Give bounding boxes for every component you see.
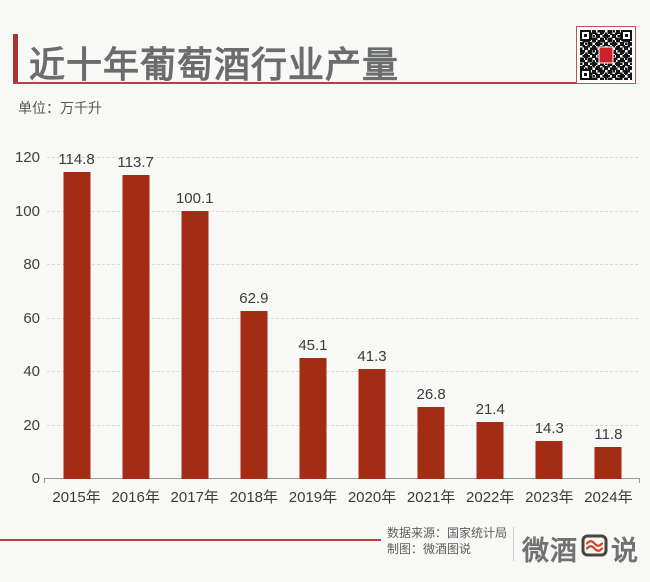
bar-value-label: 26.8 xyxy=(416,386,446,404)
bar-value-label: 14.3 xyxy=(534,419,564,437)
qr-finder-icon xyxy=(580,30,591,41)
qr-code xyxy=(576,26,636,84)
bar-value-label: 11.8 xyxy=(594,426,623,444)
source-credits: 数据来源：国家统计局 制图：微酒图说 xyxy=(387,525,507,557)
bar-column: 11.8 xyxy=(579,158,638,479)
x-axis-tick-label: 2024年 xyxy=(584,489,633,506)
gridline xyxy=(47,317,638,319)
x-axis-tick-label: 2022年 xyxy=(466,489,515,506)
title-underline xyxy=(13,82,636,84)
x-axis-tick-label: 2019年 xyxy=(288,489,338,506)
y-axis-tick-label: 60 xyxy=(23,309,40,327)
gridline xyxy=(47,371,638,372)
bar-value-label: 21.4 xyxy=(475,400,505,418)
x-axis-tick-label: 2016年 xyxy=(111,489,160,506)
y-axis-tick-label: 0 xyxy=(31,470,40,487)
y-axis-tick-label: 80 xyxy=(23,256,40,274)
logo-chart-icon xyxy=(581,533,608,565)
bar-value-label: 114.8 xyxy=(58,150,95,168)
plot-area: 114.8 113.7 100.1 62.9 45.1 41.3 26.8 21.4 14.3 1… xyxy=(44,151,640,483)
y-axis-tick-label: 20 xyxy=(23,416,40,434)
x-axis-line xyxy=(44,478,640,479)
bar xyxy=(122,174,150,479)
axis-tick xyxy=(639,479,640,483)
bar-value-label: 62.9 xyxy=(239,289,269,307)
bar-value-label: 41.3 xyxy=(357,347,387,365)
page-title: 近十年葡萄酒行业产量 xyxy=(29,44,400,85)
logo-text-right: 说 xyxy=(611,536,639,566)
bar xyxy=(417,407,445,479)
bar-column: 14.3 xyxy=(520,158,579,479)
x-axis-tick-label: 2017年 xyxy=(170,489,219,506)
y-axis-tick-label: 40 xyxy=(23,363,40,381)
qr-finder-icon xyxy=(621,30,632,41)
bar-value-label: 113.7 xyxy=(117,153,154,171)
bar xyxy=(476,421,504,479)
x-axis-tick-label: 2015年 xyxy=(52,489,101,506)
gridline xyxy=(47,210,638,212)
bar-column: 113.7 xyxy=(106,154,165,479)
x-axis-labels: 2015年 2016年 2017年 2018年 2019年 2020年 2021年 2022年… xyxy=(47,486,638,507)
bar xyxy=(240,310,268,479)
qr-finder-icon xyxy=(580,69,591,80)
chart-credit-text: 制图：微酒图说 xyxy=(387,542,472,556)
x-axis-tick-label: 2018年 xyxy=(229,489,279,506)
bar-column: 100.1 xyxy=(165,158,224,479)
bar xyxy=(299,358,327,479)
bar-column: 114.8 xyxy=(47,151,106,479)
bar-column: 45.1 xyxy=(283,158,342,479)
bar-column: 21.4 xyxy=(461,158,520,479)
axis-tick xyxy=(44,479,45,483)
y-axis-tick-label: 120 xyxy=(14,149,40,166)
bar-column: 41.3 xyxy=(342,158,401,479)
qr-pattern xyxy=(580,30,632,80)
gridline xyxy=(47,424,638,426)
data-source-text: 数据来源：国家统计局 xyxy=(387,526,508,540)
gridline xyxy=(47,157,638,158)
footer-accent-line xyxy=(0,539,381,541)
bar xyxy=(358,368,386,479)
bar-series: 114.8 113.7 100.1 62.9 45.1 41.3 26.8 21.4 14.3 1… xyxy=(47,151,638,479)
bar xyxy=(181,211,209,479)
qr-center-logo xyxy=(598,46,614,64)
gridline xyxy=(47,264,638,265)
bar-value-label: 100.1 xyxy=(175,190,214,208)
bar-column: 62.9 xyxy=(224,158,283,479)
bar-column: 26.8 xyxy=(402,158,461,479)
title-accent-bar xyxy=(13,34,18,83)
bar xyxy=(594,447,622,479)
brand-logo: 微酒 说 xyxy=(522,529,639,568)
bar xyxy=(535,440,563,479)
unit-label: 单位：万千升 xyxy=(18,100,102,116)
y-axis-tick-label: 100 xyxy=(14,202,40,220)
y-axis: 0 20 40 60 80 100 120 xyxy=(0,149,40,487)
x-axis-tick-label: 2023年 xyxy=(525,489,574,506)
logo-text-left: 微酒 xyxy=(522,536,578,566)
footer-divider xyxy=(513,527,514,561)
x-axis-tick-label: 2021年 xyxy=(406,489,456,506)
bar-value-label: 45.1 xyxy=(298,337,328,355)
x-axis-tick-label: 2020年 xyxy=(347,489,397,506)
bar xyxy=(63,171,91,479)
